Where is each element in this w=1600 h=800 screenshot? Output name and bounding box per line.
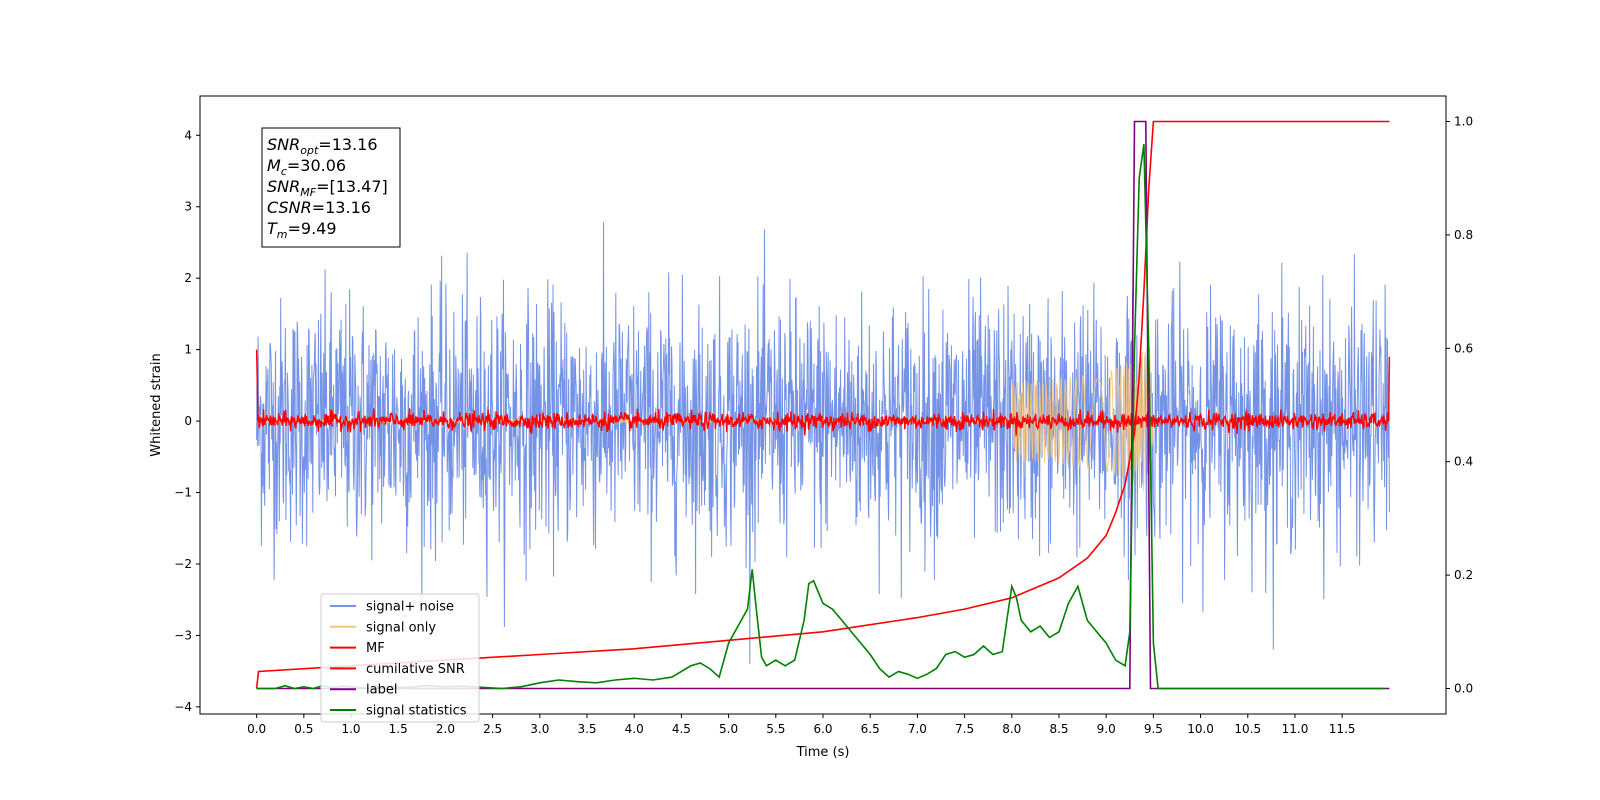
annotation-frame <box>261 127 401 248</box>
x-tick-label: 10.0 <box>1187 722 1214 736</box>
y-axis-ticks: 4 3 2 1 0 −1 −2 −3 −4 <box>174 128 200 714</box>
x-tick-label: 3.0 <box>530 722 549 736</box>
y2-tick-label: 0.2 <box>1454 568 1473 582</box>
y2-axis-ticks: 1.0 0.8 0.6 0.4 0.2 0.0 <box>1446 115 1473 695</box>
x-tick-label: 7.0 <box>908 722 927 736</box>
x-tick-label: 6.0 <box>813 722 832 736</box>
x-tick-label: 2.5 <box>483 722 502 736</box>
x-tick-label: 0.0 <box>247 722 266 736</box>
series-line-cumilative-snr <box>255 120 1390 689</box>
y-tick-label: 4 <box>184 128 192 142</box>
y-tick-label: 1 <box>184 343 192 357</box>
series-layer <box>255 120 1391 690</box>
x-tick-label: 8.5 <box>1049 722 1068 736</box>
annotation-line: CSNR=13.16 <box>267 198 371 217</box>
x-tick-label: 7.5 <box>955 722 974 736</box>
x-tick-label: 9.5 <box>1144 722 1163 736</box>
y2-tick-label: 1.0 <box>1454 115 1473 129</box>
x-axis-label: Time (s) <box>796 745 850 760</box>
y2-tick-label: 0.4 <box>1454 455 1473 469</box>
x-tick-label: 0.5 <box>294 722 313 736</box>
x-tick-label: 2.0 <box>436 722 455 736</box>
y2-tick-label: 0.8 <box>1454 228 1473 242</box>
y-tick-label: −1 <box>174 486 192 500</box>
annotation-line: SNRopt=13.16 <box>267 135 378 157</box>
x-tick-label: 4.5 <box>672 722 691 736</box>
y-tick-label: −4 <box>174 700 192 714</box>
legend-label: cumilative SNR <box>366 662 465 677</box>
x-tick-label: 10.5 <box>1234 722 1261 736</box>
annotation-line: SNRMF=[13.47] <box>267 177 388 199</box>
y-axis-label: Whitened strain <box>149 353 164 456</box>
annotation-line: Tm=9.49 <box>267 219 337 241</box>
y-tick-label: −2 <box>174 557 192 571</box>
y-tick-label: 3 <box>184 200 192 214</box>
legend-label: label <box>366 683 397 698</box>
x-tick-label: 11.0 <box>1282 722 1309 736</box>
y2-tick-label: 0.6 <box>1454 341 1473 355</box>
x-tick-label: 3.5 <box>577 722 596 736</box>
x-tick-label: 11.5 <box>1329 722 1356 736</box>
x-tick-label: 9.0 <box>1097 722 1116 736</box>
annotation-box: SNRopt=13.16Mc=30.06SNRMF=[13.47]CSNR=13… <box>261 127 401 248</box>
series-line-signal-only <box>256 347 1390 494</box>
x-tick-label: 1.0 <box>341 722 360 736</box>
annotation-line: Mc=30.06 <box>267 156 346 178</box>
y-tick-label: −3 <box>174 628 192 642</box>
x-tick-label: 4.0 <box>625 722 644 736</box>
x-axis-ticks: 0.0 0.5 1.0 1.5 2.0 2.5 3.0 3.5 4.0 4.5 5.0 5.5 6.0 6… <box>247 714 1356 736</box>
x-tick-label: 6.5 <box>861 722 880 736</box>
legend-label: signal statistics <box>366 704 467 719</box>
y-tick-label: 0 <box>184 414 192 428</box>
x-tick-label: 5.0 <box>719 722 738 736</box>
legend-label: signal only <box>366 620 436 635</box>
legend: signal+ noise signal only MF cumilative SNR… <box>320 593 480 723</box>
x-tick-label: 8.0 <box>1002 722 1021 736</box>
y2-tick-label: 0.0 <box>1454 681 1473 695</box>
legend-label: signal+ noise <box>366 600 454 615</box>
legend-label: MF <box>366 641 385 656</box>
legend-frame <box>320 593 480 723</box>
x-tick-label: 5.5 <box>766 722 785 736</box>
series-line-mf <box>255 349 1391 436</box>
x-tick-label: 1.5 <box>389 722 408 736</box>
y-tick-label: 2 <box>184 271 192 285</box>
series-line-signal-noise <box>256 222 1390 665</box>
